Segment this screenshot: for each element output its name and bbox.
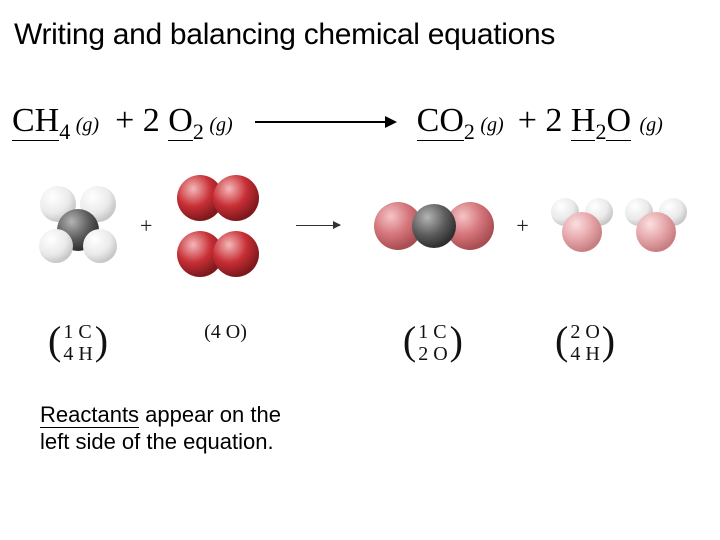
count-line: 4 H bbox=[570, 343, 599, 365]
count-line: (4 O) bbox=[204, 321, 247, 344]
h2o-svg-1 bbox=[547, 196, 617, 256]
reactant-1: CH4 (g) bbox=[12, 102, 99, 145]
reactant-2: + 2 O2 (g) bbox=[115, 102, 233, 145]
count-co2: ( 1 C 2 O ) bbox=[403, 321, 463, 365]
count-line: 2 O bbox=[570, 321, 599, 343]
count-line: 1 C bbox=[418, 321, 447, 343]
molecules-row: + bbox=[0, 145, 720, 279]
product-1: CO2 (g) bbox=[417, 102, 504, 145]
count-h2o: ( 2 O 4 H ) bbox=[555, 321, 615, 365]
equation-row: CH4 (g) + 2 O2 (g) CO2 (g) + 2 H2O (g) bbox=[0, 52, 720, 145]
product-2: + 2 H2O (g) bbox=[518, 102, 663, 145]
molecule-h2o-pair bbox=[547, 196, 691, 256]
caption: Reactants appear on the left side of the… bbox=[0, 365, 720, 456]
caption-reactants-word: Reactants bbox=[40, 402, 139, 428]
count-line: 1 C bbox=[63, 321, 92, 343]
count-o2: (4 O) bbox=[204, 321, 247, 344]
h2o-svg-2 bbox=[621, 196, 691, 256]
molecule-arrow bbox=[296, 225, 340, 226]
atom-counts-row: ( 1 C 4 H ) (4 O) ( 1 C 2 O ) ( 2 O 4 H … bbox=[0, 279, 720, 365]
methane-svg bbox=[34, 184, 122, 268]
o2-svg-1 bbox=[170, 173, 266, 223]
molecule-methane bbox=[34, 184, 122, 268]
count-line: 4 H bbox=[63, 343, 92, 365]
plus-2: + bbox=[516, 213, 528, 239]
molecule-co2 bbox=[370, 198, 498, 254]
plus-1: + bbox=[140, 213, 152, 239]
molecule-o2-pair bbox=[170, 173, 266, 279]
equation-arrow bbox=[255, 121, 395, 123]
co2-svg bbox=[370, 198, 498, 254]
count-ch4: ( 1 C 4 H ) bbox=[48, 321, 108, 365]
caption-line1-rest: appear on the bbox=[139, 402, 281, 427]
caption-line2: left side of the equation. bbox=[40, 428, 720, 456]
count-line: 2 O bbox=[418, 343, 447, 365]
page-title: Writing and balancing chemical equations bbox=[0, 0, 720, 52]
o2-svg-2 bbox=[170, 229, 266, 279]
